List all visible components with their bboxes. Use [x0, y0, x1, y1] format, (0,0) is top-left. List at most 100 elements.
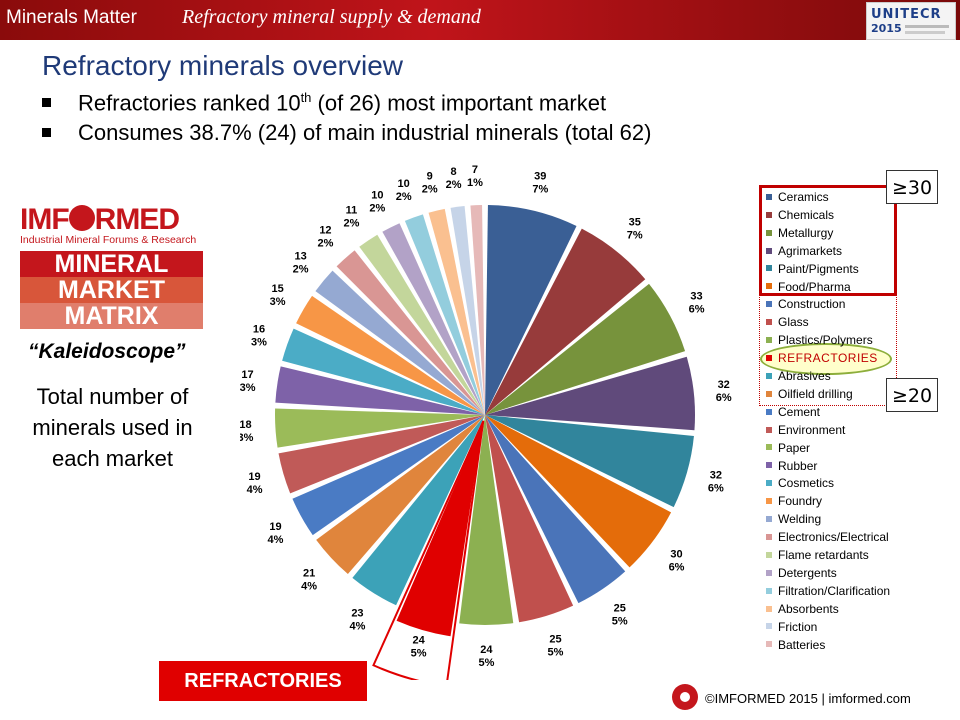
legend-item: Batteries	[766, 638, 825, 656]
data-label-percent: 6%	[689, 304, 705, 316]
bullet-text: (of 26) most important market	[311, 90, 607, 116]
gear-icon	[68, 205, 95, 232]
legend-label: Electronics/Electrical	[778, 530, 889, 545]
data-label-percent: 6%	[669, 562, 685, 574]
header-bar: Minerals Matter Refractory mineral suppl…	[0, 0, 960, 40]
legend-label: Cosmetics	[778, 476, 835, 491]
data-label-value: 18	[240, 419, 252, 431]
pie-slice-chemicals	[485, 228, 646, 415]
pie-slice-environment	[278, 415, 485, 494]
legend-swatch	[766, 372, 772, 379]
legend-item: Cement	[766, 405, 820, 423]
header-subtitle: Refractory mineral supply & demand	[182, 6, 481, 28]
legend-item: Electronics/Electrical	[766, 530, 889, 548]
data-label-value: 16	[253, 323, 265, 335]
ge30-group-box	[759, 185, 897, 296]
data-label-percent: 2%	[293, 263, 309, 275]
legend-swatch	[766, 390, 772, 397]
callout-ge20: ≥20	[886, 378, 938, 412]
legend-item: Plastics/Polymers	[766, 333, 873, 351]
legend-item: Flame retardants	[766, 548, 869, 566]
legend-item: Glass	[766, 315, 809, 333]
imformed-logo-subtitle: Industrial Mineral Forums & Research	[20, 234, 197, 246]
legend-label: Friction	[778, 619, 818, 634]
data-label-percent: 2%	[369, 202, 385, 214]
legend-swatch	[766, 408, 772, 415]
pie-slice-food-pharma	[485, 415, 672, 568]
legend-swatch	[766, 605, 772, 612]
legend-label: Plastics/Polymers	[778, 333, 873, 348]
data-label-percent: 4%	[247, 484, 263, 496]
data-label-percent: 2%	[446, 179, 462, 191]
legend-swatch	[766, 426, 772, 433]
legend-label: Construction	[778, 297, 846, 312]
data-label-percent: 5%	[548, 646, 564, 658]
unitecr-logo: UNITECR 2015	[866, 2, 956, 40]
legend-swatch	[766, 533, 772, 540]
matrix-line: MARKET	[20, 277, 203, 303]
bullet-square-icon	[42, 127, 51, 137]
ge20-group-box	[759, 295, 897, 406]
legend-swatch	[766, 516, 772, 523]
pie-slice-glass	[485, 415, 574, 623]
pie-slice-rubber	[275, 366, 485, 415]
kaleidoscope-label: “Kaleidoscope”	[28, 340, 186, 363]
legend-swatch	[766, 247, 772, 254]
legend-label: Oilfield drilling	[778, 386, 853, 401]
data-label-value: 13	[294, 250, 306, 262]
unitecr-logo-text: UNITECR	[871, 7, 942, 22]
data-label-percent: 2%	[317, 238, 333, 250]
legend-item: Construction	[766, 297, 845, 315]
data-label-value: 24	[480, 644, 493, 656]
legend-swatch	[766, 641, 772, 648]
legend-item: Welding	[766, 512, 821, 530]
legend-label: Metallurgy	[778, 225, 834, 240]
legend-swatch	[766, 354, 772, 361]
pie-slice-absorbents	[428, 208, 485, 415]
legend-label: Environment	[778, 422, 846, 437]
legend-swatch	[766, 498, 772, 505]
callout-ge30: ≥30	[886, 170, 938, 204]
brand-post: RMED	[94, 203, 180, 236]
pie-slice-electronics-electrical	[336, 250, 485, 415]
data-label-value: 25	[549, 633, 561, 645]
legend-item: Absorbents	[766, 602, 839, 620]
legend-label: Food/Pharma	[778, 279, 851, 294]
header-title: Minerals Matter	[6, 7, 137, 28]
legend-swatch	[766, 211, 772, 218]
data-label-value: 25	[614, 603, 626, 615]
total-caption: Total number of minerals used in each ma…	[32, 384, 193, 471]
legend-item: Cosmetics	[766, 476, 834, 494]
legend-swatch	[766, 551, 772, 558]
data-label-percent: 2%	[343, 218, 359, 230]
data-label-percent: 6%	[716, 392, 732, 404]
pie-slice-oilfield-drilling	[316, 415, 485, 575]
legend-swatch	[766, 623, 772, 630]
legend-item: Rubber	[766, 459, 817, 477]
legend-item: REFRACTORIES	[766, 351, 878, 369]
data-label-value: 39	[534, 170, 546, 182]
legend-label: Agrimarkets	[778, 243, 843, 258]
pie-slice-plastics-polymers	[459, 415, 514, 626]
legend-label: Detergents	[778, 565, 837, 580]
data-label-value: 24	[413, 635, 426, 647]
pie-slice-metallurgy	[485, 283, 686, 415]
pie-slice-construction	[485, 415, 626, 604]
imformed-logo: IMF RMED Industrial Mineral Forums & Rese…	[20, 203, 202, 246]
slide-title: Refractory minerals overview	[42, 50, 403, 81]
legend-label: Chemicals	[778, 207, 835, 222]
legend-item: Detergents	[766, 566, 837, 584]
legend-label: Cement	[778, 404, 821, 419]
legend-item: Oilfield drilling	[766, 387, 853, 405]
data-label-percent: 5%	[612, 616, 628, 628]
bullet-text: Refractories ranked 10	[78, 90, 301, 116]
legend-swatch	[766, 301, 772, 308]
bullet-item: Refractories ranked 10th (of 26) most im…	[42, 90, 606, 116]
legend-label: Filtration/Clarification	[778, 583, 891, 598]
data-label-percent: 7%	[627, 229, 643, 241]
matrix-line: MINERAL	[20, 251, 203, 277]
legend-label: Flame retardants	[778, 548, 869, 562]
pie-slice-batteries	[470, 205, 485, 415]
bullet-superscript: th	[300, 90, 312, 105]
pie-chart: 397%357%336%326%326%306%255%255%245%245%…	[240, 164, 732, 680]
